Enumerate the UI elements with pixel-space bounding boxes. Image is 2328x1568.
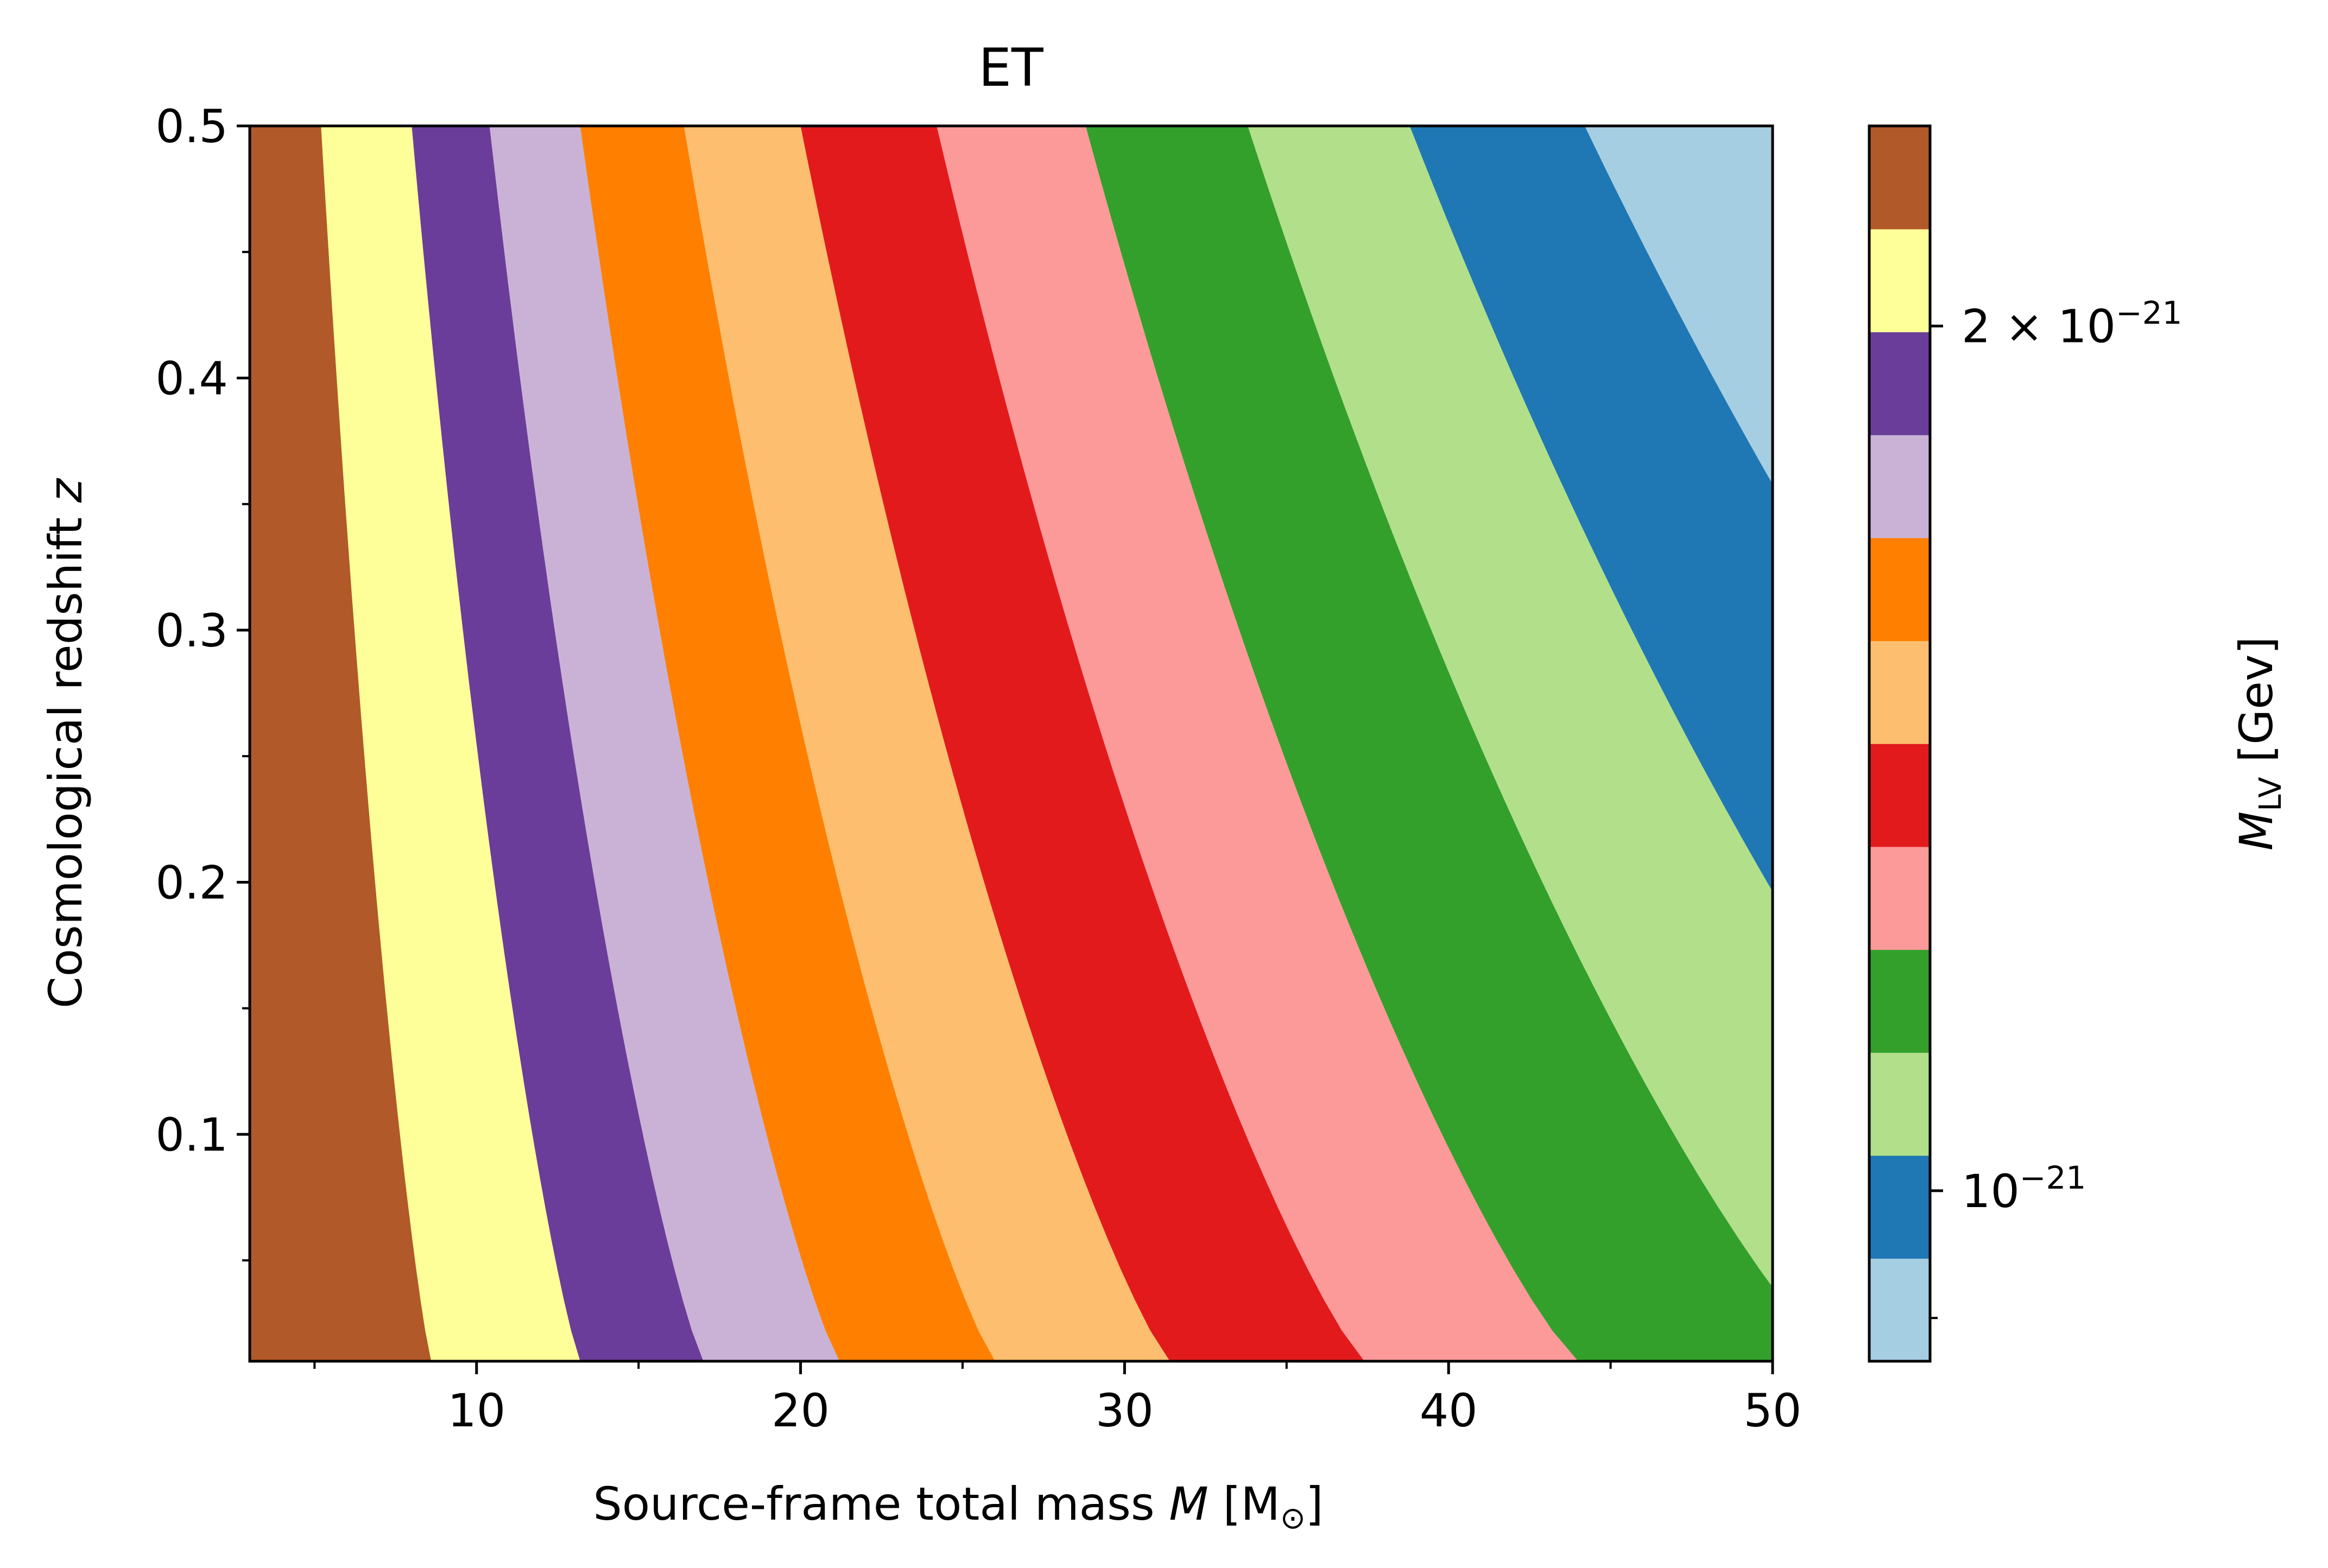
chart-title: ET <box>978 37 1043 98</box>
colorbar-tick-label: 10−21 <box>1962 1159 2086 1218</box>
colorbar-cell <box>1869 332 1930 435</box>
colorbar: 2 × 10−21 10−21 MLV [Gev] <box>1868 124 2288 1363</box>
colorbar-cell <box>1869 1155 1930 1259</box>
y-tick-label: 0.2 <box>155 856 228 909</box>
colorbar-cell <box>1869 949 1930 1053</box>
plot-frame <box>248 124 1774 1363</box>
y-tick-label: 0.1 <box>155 1108 228 1161</box>
x-tick-label: 20 <box>771 1384 830 1437</box>
colorbar-cell <box>1869 1258 1930 1362</box>
contour-bands <box>250 126 1773 1361</box>
y-axis-label: Cosmological redshift z <box>39 478 92 1008</box>
y-tick-label: 0.5 <box>155 100 228 153</box>
colorbar-cell <box>1869 744 1930 847</box>
colorbar-cell <box>1869 126 1930 230</box>
colorbar-label: MLV [Gev] <box>2230 637 2288 851</box>
colorbar-cell <box>1869 1052 1930 1156</box>
x-tick-label: 50 <box>1744 1384 1802 1437</box>
colorbar-cell <box>1869 846 1930 950</box>
x-tick-label: 10 <box>447 1384 505 1437</box>
y-tick-label: 0.3 <box>155 604 228 657</box>
x-tick-label: 30 <box>1096 1384 1154 1437</box>
contour-band <box>250 126 432 1361</box>
x-axis-label: Source-frame total mass M [M⊙] <box>593 1477 1323 1536</box>
plot-area <box>248 124 1774 1363</box>
x-axis: 10 20 30 40 50 <box>313 1361 1802 1437</box>
colorbar-cells <box>1869 126 1930 1362</box>
colorbar-tick-label: 2 × 10−21 <box>1962 295 2182 353</box>
x-tick-label: 40 <box>1420 1384 1478 1437</box>
colorbar-cell <box>1869 640 1930 744</box>
y-tick-label: 0.4 <box>155 352 228 405</box>
colorbar-cell <box>1869 435 1930 538</box>
colorbar-ticks: 2 × 10−21 10−21 <box>1930 295 2182 1319</box>
colorbar-cell <box>1869 537 1930 642</box>
y-axis: 0.1 0.2 0.3 0.4 0.5 <box>155 100 250 1262</box>
colorbar-frame <box>1868 124 1932 1363</box>
colorbar-cell <box>1869 228 1930 333</box>
